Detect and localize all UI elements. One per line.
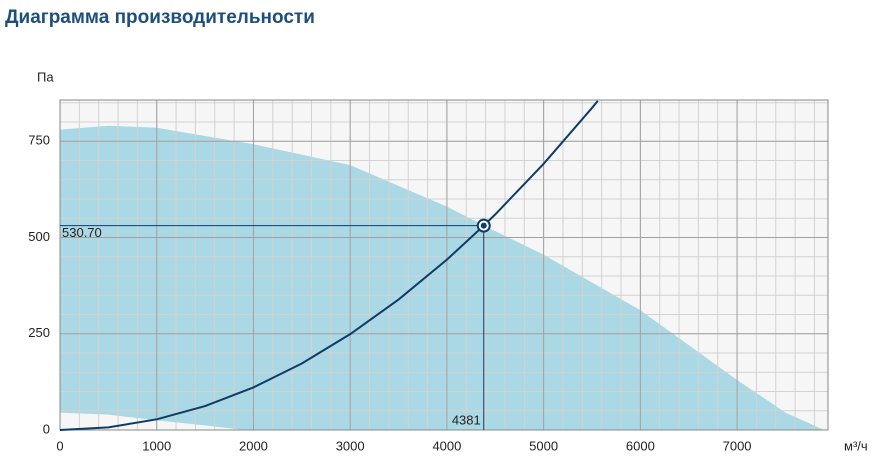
system-curve (59, 100, 599, 431)
operating-point-dot (480, 222, 487, 229)
y-tick-label: 250 (28, 325, 50, 340)
y-tick-label: 750 (28, 133, 50, 148)
area-lower (60, 412, 244, 430)
x-tick-label: 3000 (336, 438, 365, 453)
point-y-label: 530.70 (62, 225, 102, 240)
chart-title: Диаграмма производительности (5, 7, 315, 28)
point-x-label: 4381 (452, 412, 481, 427)
x-tick-label: 1000 (142, 438, 171, 453)
x-tick-label: 5000 (529, 438, 558, 453)
y-tick-label: 0 (43, 421, 50, 436)
x-tick-label: 6000 (626, 438, 655, 453)
area-upper (60, 125, 825, 430)
x-axis-label: м³/ч (844, 438, 868, 453)
y-axis-label: Па (37, 69, 54, 84)
x-tick-label: 2000 (239, 438, 268, 453)
y-tick-label: 500 (28, 229, 50, 244)
x-tick-label: 4000 (432, 438, 461, 453)
x-tick-label: 7000 (723, 438, 752, 453)
plot-border (59, 99, 829, 431)
x-tick-label: 0 (56, 438, 63, 453)
